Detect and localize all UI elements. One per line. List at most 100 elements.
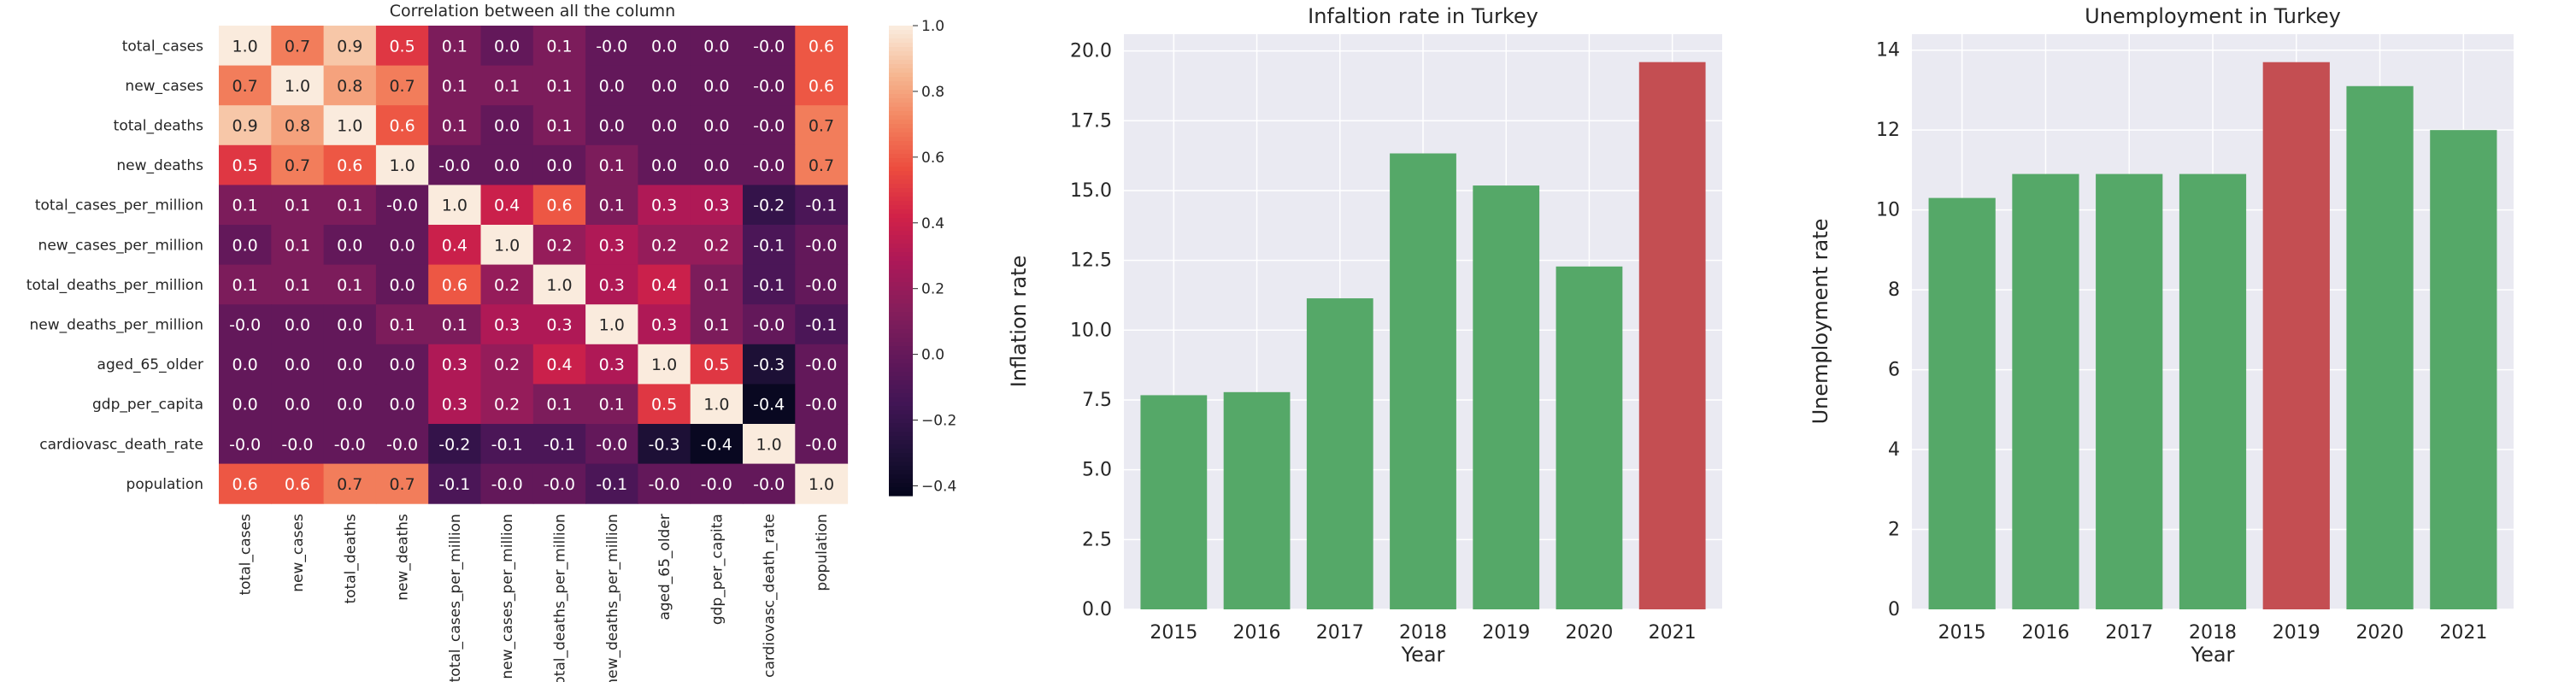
colorbar-segment xyxy=(889,158,913,163)
colorbar-segment xyxy=(889,291,913,296)
heatmap-cell xyxy=(480,185,534,226)
y-tick-label: 12.5 xyxy=(1070,250,1112,272)
heatmap-cell-label: 0.1 xyxy=(442,77,468,96)
heatmap-cell xyxy=(795,424,849,465)
heatmap-cell xyxy=(690,185,744,226)
colorbar-segment xyxy=(889,51,913,56)
heatmap-cell xyxy=(532,144,586,185)
heatmap-cell-label: 1.0 xyxy=(809,475,834,494)
colorbar-segment xyxy=(889,103,913,108)
colorbar-segment xyxy=(889,350,913,356)
heatmap-cell xyxy=(428,26,481,67)
heatmap-cell-label: 0.2 xyxy=(546,236,572,255)
heatmap-cell-label: 0.7 xyxy=(337,475,362,494)
heatmap-cell xyxy=(428,144,481,185)
heatmap-cell-label: 0.1 xyxy=(494,77,520,96)
inflation-x-axis-label: Year xyxy=(1401,643,1445,667)
x-tick-label: 2021 xyxy=(1649,622,1697,644)
heatmap-cell xyxy=(271,384,325,425)
heatmap-cell xyxy=(428,65,481,106)
heatmap-cell-label: -0.0 xyxy=(701,475,732,494)
colorbar-segment xyxy=(889,30,913,35)
heatmap-row-label: total_cases_per_million xyxy=(35,197,203,215)
heatmap-cell xyxy=(638,463,691,504)
heatmap-cell-label: 0.1 xyxy=(285,197,310,215)
colorbar-tick-label: 1.0 xyxy=(921,18,944,35)
y-tick-label: 20.0 xyxy=(1070,41,1112,62)
y-tick-label: 7.5 xyxy=(1082,390,1112,411)
colorbar-segment xyxy=(889,423,913,428)
heatmap-cell xyxy=(638,225,691,266)
heatmap-cell-label: 0.5 xyxy=(232,156,258,175)
unemployment-y-axis-label: Unemployment rate xyxy=(1808,219,1832,425)
y-tick-label: 12 xyxy=(1876,120,1900,141)
colorbar-segment xyxy=(889,299,913,304)
y-tick-label: 5.0 xyxy=(1082,460,1112,481)
colorbar-segment xyxy=(889,380,913,385)
heatmap-cell-label: 1.0 xyxy=(389,156,415,175)
heatmap-cell-label: 0.0 xyxy=(232,396,258,414)
heatmap-cell-label: 0.7 xyxy=(389,475,415,494)
colorbar-segment xyxy=(889,115,913,121)
y-tick-label: 10 xyxy=(1876,200,1900,221)
heatmap-cell xyxy=(480,65,534,106)
heatmap-cell-label: 0.9 xyxy=(337,37,362,56)
heatmap-cell-label: 0.1 xyxy=(442,117,468,136)
heatmap-cell xyxy=(585,65,638,106)
colorbar-segment xyxy=(889,231,913,236)
heatmap-cell xyxy=(638,264,691,305)
heatmap-cell-label: -0.4 xyxy=(701,435,732,454)
colorbar-segment xyxy=(889,179,913,185)
unemployment-bar-chart: Unemployment in Turkey Year Unemployment… xyxy=(1808,4,2514,667)
heatmap-cell-label: 0.3 xyxy=(599,236,625,255)
colorbar-segment xyxy=(889,192,913,197)
heatmap-cell xyxy=(690,424,744,465)
heatmap-cell xyxy=(532,105,586,146)
bar xyxy=(1928,197,1996,609)
heatmap-cell xyxy=(271,264,325,305)
colorbar-segment xyxy=(889,363,913,368)
colorbar-segment xyxy=(889,43,913,48)
heatmap-cell-label: 0.0 xyxy=(703,37,729,56)
heatmap-cell-label: -0.0 xyxy=(805,356,837,374)
heatmap-cell xyxy=(219,424,272,465)
heatmap-cell-label: 0.7 xyxy=(809,117,834,136)
colorbar-segment xyxy=(889,320,913,326)
colorbar-tick-label: 0.2 xyxy=(921,281,944,298)
heatmap-cell xyxy=(375,463,429,504)
heatmap-cell-label: -0.0 xyxy=(753,117,785,136)
heatmap-cell xyxy=(323,144,377,185)
heatmap-cell xyxy=(795,105,849,146)
heatmap-cell xyxy=(743,225,796,266)
heatmap-cell xyxy=(480,225,534,266)
colorbar-segment xyxy=(889,303,913,309)
colorbar-segment xyxy=(889,226,913,232)
heatmap-cell xyxy=(585,225,638,266)
heatmap-cell-label: -0.0 xyxy=(805,236,837,255)
x-tick-label: 2021 xyxy=(2439,622,2487,644)
heatmap-cell xyxy=(323,65,377,106)
heatmap-cell-label: 0.6 xyxy=(232,475,258,494)
colorbar-segment xyxy=(889,483,913,488)
heatmap-cell xyxy=(532,344,586,385)
heatmap-cell-label: 0.5 xyxy=(389,37,415,56)
colorbar-segment xyxy=(889,282,913,287)
colorbar-segment xyxy=(889,436,913,441)
heatmap-cell xyxy=(480,304,534,345)
colorbar-segment xyxy=(889,94,913,99)
heatmap-cell xyxy=(532,264,586,305)
inflation-y-axis-label: Inflation rate xyxy=(1007,256,1031,387)
y-tick-label: 17.5 xyxy=(1070,110,1112,132)
colorbar-segment xyxy=(889,141,913,146)
heatmap-cell xyxy=(690,65,744,106)
colorbar-segment xyxy=(889,402,913,407)
colorbar-segment xyxy=(889,427,913,432)
colorbar-segment xyxy=(889,312,913,317)
heatmap-cell-label: 0.3 xyxy=(494,316,520,335)
heatmap-colorbar: 1.0 0.8 0.6 0.4 0.2 0.0 −0.2 −0.4 xyxy=(889,18,956,497)
heatmap-cell xyxy=(480,26,534,67)
colorbar-segment xyxy=(889,316,913,321)
heatmap-cell-label: -0.0 xyxy=(753,156,785,175)
heatmap-cell-label: 0.1 xyxy=(285,276,310,295)
